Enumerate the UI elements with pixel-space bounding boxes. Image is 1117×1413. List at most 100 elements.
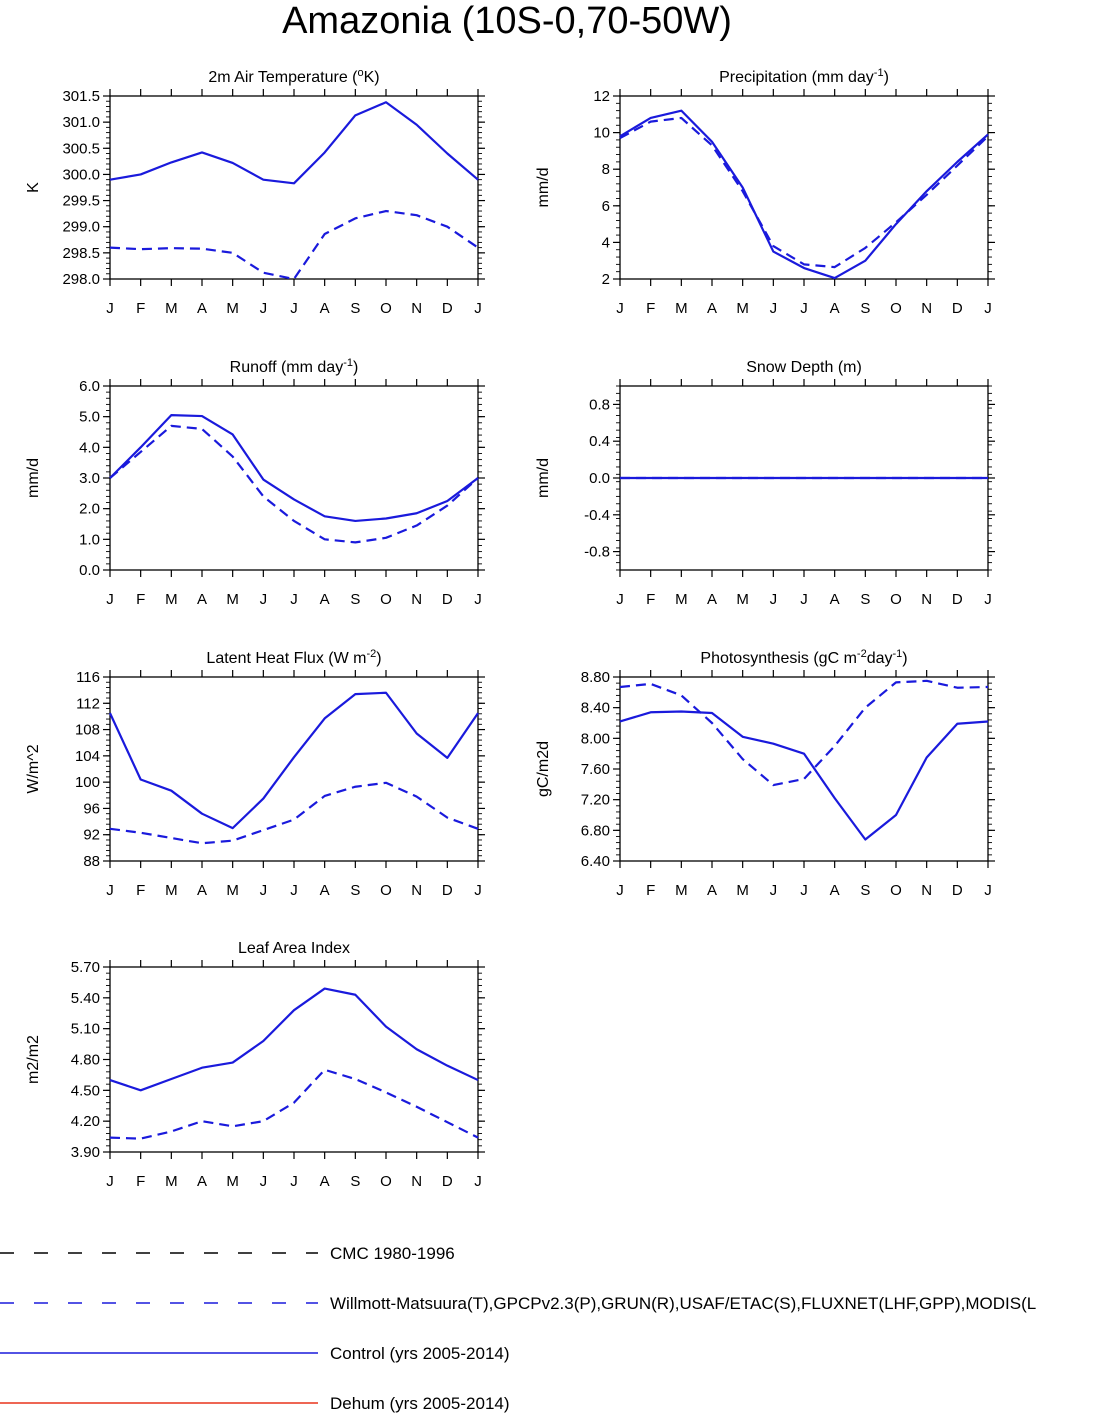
x-tick-label: J [474, 1173, 482, 1190]
y-axis-label: m2/m2 [25, 1035, 42, 1084]
panel-title: 2m Air Temperature (oK) [208, 67, 379, 86]
x-tick-label: A [830, 591, 840, 608]
legend: CMC 1980-1996 Willmott-Matsuura(T),GPCPv2… [0, 1244, 1036, 1413]
panels: 2m Air Temperature (oK) K 298.0 298.5 299.0 2… [25, 67, 995, 1190]
x-tick-label: J [800, 882, 808, 899]
x-tick-label: O [890, 591, 902, 608]
x-tick-label: D [442, 1173, 453, 1190]
legend-label: Dehum (yrs 2005-2014) [330, 1394, 510, 1413]
x-tick-label: J [800, 591, 808, 608]
x-tick-label: O [380, 1173, 392, 1190]
y-tick-label: 5.10 [71, 1021, 100, 1038]
x-tick-label: F [136, 882, 145, 899]
y-tick-label: 0.8 [589, 396, 610, 413]
y-tick-label: 6 [602, 198, 610, 215]
x-tick-label: J [770, 591, 778, 608]
panel-prec: Precipitation (mm day-1) mm/d 2 4 6 8 10 12 J F M A… [535, 67, 995, 317]
x-tick-label: A [707, 882, 717, 899]
y-tick-label: 298.5 [62, 245, 100, 262]
x-tick-label: M [226, 300, 239, 317]
x-tick-label: A [320, 882, 330, 899]
y-tick-label: -0.8 [584, 544, 610, 561]
y-tick-label: 8.00 [581, 730, 610, 747]
x-tick-label: M [165, 300, 178, 317]
legend-label: CMC 1980-1996 [330, 1244, 455, 1263]
x-tick-label: D [442, 591, 453, 608]
series-line-observations [619, 116, 989, 269]
x-tick-label: S [350, 882, 360, 899]
x-tick-label: O [890, 300, 902, 317]
x-tick-label: J [616, 591, 624, 608]
x-tick-label: D [952, 300, 963, 317]
panel-title: Leaf Area Index [238, 940, 350, 957]
series-line-observations [109, 424, 479, 544]
panel-title: Photosynthesis (gC m-2day-1) [700, 648, 907, 667]
series-line-control [109, 987, 479, 1092]
y-axis-label: K [25, 182, 42, 193]
x-tick-label: D [952, 882, 963, 899]
x-tick-label: M [675, 591, 688, 608]
x-tick-label: M [165, 1173, 178, 1190]
x-tick-label: O [380, 882, 392, 899]
x-tick-label: S [350, 591, 360, 608]
y-tick-label: 8.40 [581, 700, 610, 717]
x-tick-label: J [260, 300, 268, 317]
panel-lhf: Latent Heat Flux (W m-2) W/m^2 88 92 96 100 10… [25, 648, 485, 899]
y-tick-label: 0.0 [79, 562, 100, 579]
panel-snow: Snow Depth (m) mm/d -0.8 -0.4 0.0 0.4 0.8 J F M A M… [535, 359, 995, 608]
x-tick-label: F [136, 1173, 145, 1190]
y-tick-label: -0.4 [584, 507, 610, 524]
y-tick-label: 5.40 [71, 990, 100, 1007]
x-tick-label: M [226, 882, 239, 899]
x-tick-label: M [736, 591, 749, 608]
y-tick-label: 3.0 [79, 470, 100, 487]
y-tick-label: 7.20 [581, 792, 610, 809]
y-tick-label: 6.0 [79, 378, 100, 395]
x-tick-label: S [350, 300, 360, 317]
x-tick-label: M [675, 300, 688, 317]
x-tick-label: A [707, 300, 717, 317]
x-tick-label: N [921, 882, 932, 899]
x-tick-label: A [830, 882, 840, 899]
x-tick-label: M [736, 300, 749, 317]
x-tick-label: J [616, 882, 624, 899]
x-tick-label: J [260, 882, 268, 899]
legend-label: Willmott-Matsuura(T),GPCPv2.3(P),GRUN(R)… [330, 1294, 1036, 1313]
y-tick-label: 4.50 [71, 1082, 100, 1099]
y-tick-label: 0.4 [589, 433, 610, 450]
x-tick-label: J [290, 1173, 298, 1190]
x-tick-label: F [646, 591, 655, 608]
y-tick-label: 108 [75, 722, 100, 739]
x-tick-label: D [442, 300, 453, 317]
x-tick-label: N [411, 882, 422, 899]
y-tick-label: 300.0 [62, 166, 100, 183]
x-tick-label: M [226, 591, 239, 608]
x-tick-label: A [197, 300, 207, 317]
x-tick-label: S [350, 1173, 360, 1190]
x-tick-label: J [474, 300, 482, 317]
x-tick-label: M [675, 882, 688, 899]
y-axis-label: W/m^2 [25, 744, 42, 793]
x-tick-label: J [260, 1173, 268, 1190]
y-axis-label: mm/d [535, 458, 552, 498]
x-tick-label: J [770, 882, 778, 899]
y-tick-label: 301.0 [62, 114, 100, 131]
y-tick-label: 104 [75, 748, 100, 765]
panel-runoff: Runoff (mm day-1) mm/d 0.0 1.0 2.0 3.0 4.0 5.0 6… [25, 357, 485, 608]
y-tick-label: 4 [602, 234, 610, 251]
x-tick-label: N [411, 300, 422, 317]
panel-title: Snow Depth (m) [746, 359, 862, 376]
x-tick-label: N [411, 591, 422, 608]
plot-frame [109, 385, 479, 571]
x-tick-label: J [800, 300, 808, 317]
y-tick-label: 3.90 [71, 1144, 100, 1161]
y-tick-label: 8.80 [581, 669, 610, 686]
series-line-control [619, 109, 989, 280]
y-tick-label: 298.0 [62, 271, 100, 288]
x-tick-label: A [197, 882, 207, 899]
y-tick-label: 2 [602, 271, 610, 288]
x-tick-label: J [106, 300, 114, 317]
panel-title: Latent Heat Flux (W m-2) [206, 648, 381, 667]
x-tick-label: D [952, 591, 963, 608]
